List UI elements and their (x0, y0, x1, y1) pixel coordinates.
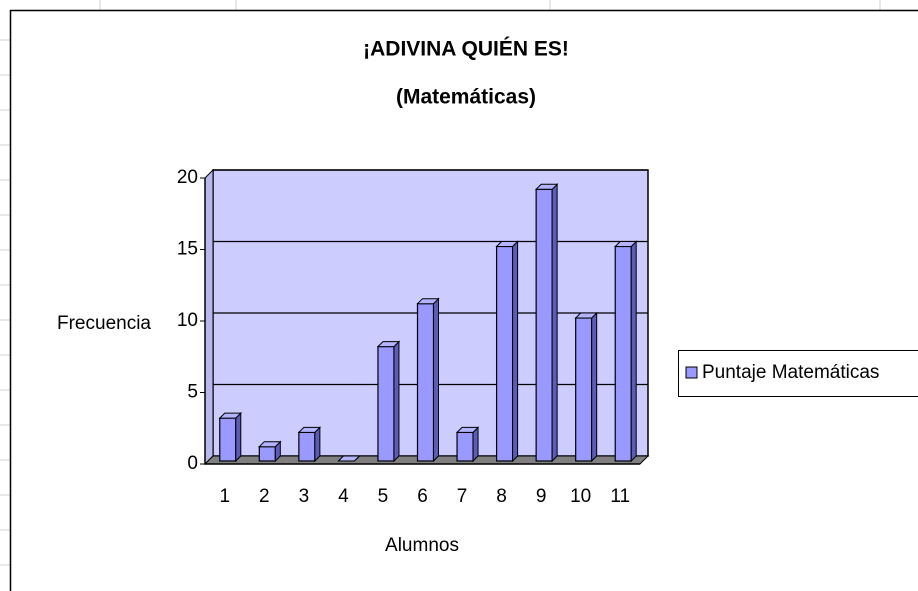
x-tick-label: 1 (219, 486, 230, 507)
bar-side (630, 240, 637, 463)
x-tick-label: 9 (536, 486, 547, 507)
bar (456, 431, 474, 462)
x-tick-label: 7 (457, 486, 468, 507)
y-tick-label: 20 (177, 167, 198, 188)
chart-title: ¡ADIVINA QUIÉN ES! (363, 38, 569, 61)
bar-side (235, 411, 242, 463)
bar (377, 346, 395, 462)
bar-top (337, 455, 361, 462)
side-wall (204, 168, 214, 466)
bar (495, 245, 514, 462)
bar-top (416, 298, 440, 305)
bar-top (614, 241, 638, 247)
bar (416, 303, 435, 462)
x-tick-label: 11 (610, 486, 630, 507)
y-tick-label: 15 (177, 239, 198, 260)
bar (575, 317, 593, 462)
x-tick-label: 4 (338, 486, 349, 507)
bar-side (314, 426, 321, 463)
bar-top (376, 341, 401, 348)
legend-swatch (685, 366, 698, 379)
bar-side (472, 426, 479, 463)
bar-top (218, 412, 242, 419)
x-tick-label: 8 (496, 486, 507, 507)
x-tick-label: 10 (570, 486, 591, 507)
legend-box (678, 350, 918, 397)
bar-side (512, 240, 519, 463)
bar-side (393, 340, 400, 463)
legend-label: Puntaje Matemáticas (702, 362, 879, 383)
y-axis-label: Frecuencia (57, 313, 151, 334)
bar-top (574, 312, 598, 319)
x-tick-label: 6 (417, 486, 428, 507)
y-tick-label: 0 (187, 453, 198, 474)
chart-subtitle: (Matemáticas) (396, 86, 536, 109)
bar (219, 417, 237, 462)
bar (258, 446, 276, 462)
x-axis-label: Alumnos (385, 535, 459, 556)
y-tick-label: 5 (187, 382, 198, 403)
bar (535, 188, 553, 462)
bar (298, 431, 316, 462)
bar-side (591, 311, 598, 463)
bar-top (495, 241, 519, 247)
x-tick-label: 5 (378, 486, 389, 507)
bar-top (258, 441, 282, 448)
y-tick-label: 10 (177, 310, 198, 331)
x-tick-label: 3 (299, 486, 310, 507)
bar (614, 245, 632, 462)
bar-side (551, 183, 558, 463)
plot: 0 5 10 15 20 1 2 3 4 5 6 7 8 9 10 11 (177, 167, 650, 507)
bar-top (297, 426, 322, 433)
bar-side (433, 297, 439, 463)
legend: Puntaje Matemáticas (678, 350, 918, 397)
spreadsheet-grid (0, 0, 881, 566)
x-tick-label: 2 (259, 486, 270, 507)
bar-top (455, 426, 480, 433)
bar-top (534, 183, 559, 190)
